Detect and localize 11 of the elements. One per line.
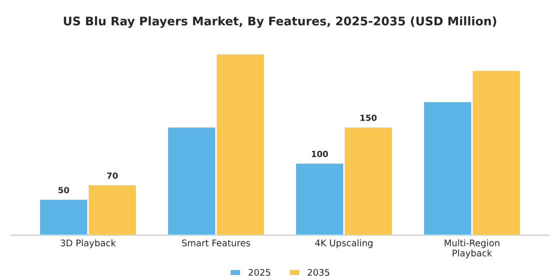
data-label: 70	[107, 172, 118, 179]
data-label: 100	[312, 150, 328, 158]
legend-label: 2025	[248, 268, 270, 276]
data-label: 150	[360, 114, 377, 121]
x-tick-label: Multi-Region Playback	[444, 239, 500, 258]
chart-title: US Blu Ray Players Market, By Features, 2025-2035 (USD Million)	[64, 16, 496, 28]
x-tick-label: 4K Upscaling	[315, 239, 372, 248]
x-tick-label: Smart Features	[182, 240, 250, 246]
legend-label: 2035	[308, 268, 330, 276]
x-tick-label: 3D Playback	[60, 239, 116, 248]
data-label: 50	[58, 186, 70, 194]
